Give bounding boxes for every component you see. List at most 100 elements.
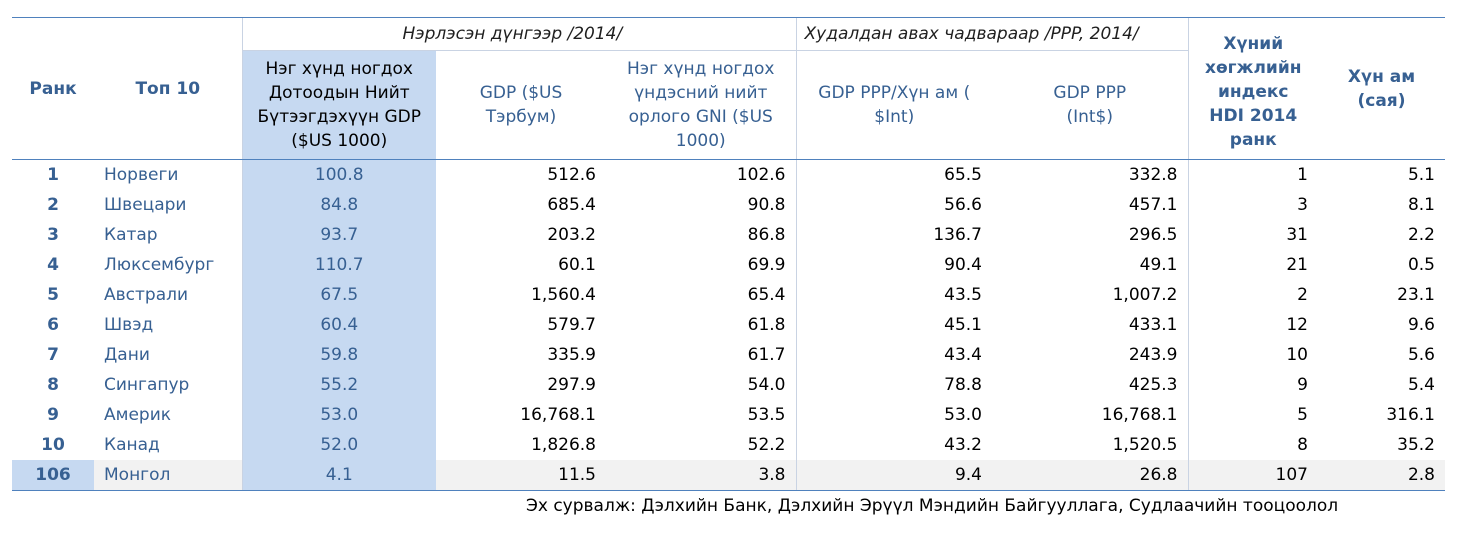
- gni-per-capita-cell: 90.8: [747, 195, 786, 215]
- gdp-per-capita-cell: 100.8: [241, 159, 436, 190]
- gdp-ppp-cell: 16,768.1: [1101, 405, 1178, 425]
- gdp-ppp-per-capita-cell: 43.4: [795, 340, 992, 370]
- gdp-ppp-cell: 243.9: [1128, 345, 1178, 365]
- population-cell: 5.6: [1407, 345, 1435, 365]
- gdp-per-capita-cell: 67.5: [241, 280, 436, 310]
- gdp-ppp-per-capita-cell: 9.4: [795, 460, 992, 491]
- gdp-ppp-per-capita-cell: 90.4: [795, 250, 992, 280]
- table-row: 1 Норвеги 100.8 512.6 102.6 65.5 332.8 1…: [12, 159, 1445, 190]
- gni-per-capita-cell: 86.8: [747, 225, 786, 245]
- table-row: 4 Люксембург 110.7 60.1 69.9 90.4 49.1 2…: [12, 250, 1445, 280]
- gdp-ppp-per-capita-cell: 136.7: [795, 220, 992, 250]
- population-header: Хүн ам (сая): [1318, 17, 1445, 160]
- country-cell: Канад: [104, 435, 160, 455]
- gdp-ppp-cell: 26.8: [992, 460, 1188, 491]
- country-cell: Люксембург: [104, 255, 215, 275]
- gdp-ppp-per-capita-cell: 43.5: [795, 280, 992, 310]
- population-cell: 8.1: [1407, 195, 1435, 215]
- gdp-ppp-cell: 1,007.2: [1112, 285, 1178, 305]
- hdi-header: Хүний хөгжлийн индекс HDI 2014 ранк: [1187, 17, 1318, 160]
- population-cell: 35.2: [1397, 435, 1435, 455]
- gni-per-capita-cell: 102.6: [736, 165, 786, 185]
- gdp-cell: 16,768.1: [520, 405, 596, 425]
- rank-cell: 5: [47, 285, 59, 305]
- gdp-ppp-header: GDP PPP (Int$): [992, 50, 1188, 160]
- gni-per-capita-cell: 53.5: [747, 405, 786, 425]
- gdp-ppp-cell: 49.1: [1139, 255, 1178, 275]
- rank-cell: 106: [12, 460, 94, 491]
- hdi-cell: 21: [1187, 250, 1318, 280]
- rank-cell: 9: [47, 405, 59, 425]
- rank-cell: 6: [47, 315, 59, 335]
- table-row: 7 Дани 59.8 335.9 61.7 43.4 243.9 10 5.6: [12, 340, 1445, 370]
- gdp-ppp-per-capita-cell: 53.0: [795, 400, 992, 430]
- table-row: 2 Швецари 84.8 685.4 90.8 56.6 457.1 3 8…: [12, 190, 1445, 220]
- gdp-cell: 579.7: [547, 315, 596, 335]
- country-cell: Америк: [104, 405, 172, 425]
- gdp-ppp-cell: 1,520.5: [1112, 435, 1178, 455]
- country-cell: Норвеги: [104, 165, 179, 185]
- country-cell: Сингапур: [104, 375, 190, 395]
- hdi-cell: 31: [1187, 220, 1318, 250]
- gni-per-capita-cell: 61.8: [747, 315, 786, 335]
- gdp-cell: 685.4: [547, 195, 596, 215]
- gdp-ppp-cell: 433.1: [1128, 315, 1178, 335]
- gdp-cell: 60.1: [558, 255, 596, 275]
- population-cell: 5.4: [1407, 375, 1435, 395]
- gdp-ppp-cell: 425.3: [1128, 375, 1178, 395]
- gni-per-capita-cell: 52.2: [747, 435, 786, 455]
- table-row: 3 Катар 93.7 203.2 86.8 136.7 296.5 31 2…: [12, 220, 1445, 250]
- population-cell: 0.5: [1407, 255, 1435, 275]
- gni-per-capita-header: Нэг хүнд ногдох үндэсний нийт орлого GNI…: [606, 50, 796, 160]
- rank-cell: 2: [47, 195, 59, 215]
- table-row: 6 Швэд 60.4 579.7 61.8 45.1 433.1 12 9.6: [12, 310, 1445, 340]
- gdp-per-capita-cell: 84.8: [241, 190, 436, 220]
- gdp-per-capita-cell: 93.7: [241, 220, 436, 250]
- rank-cell: 8: [47, 375, 59, 395]
- gdp-cell: 1,560.4: [531, 285, 596, 305]
- population-cell: 316.1: [1386, 405, 1435, 425]
- gdp-per-capita-cell: 60.4: [241, 310, 436, 340]
- gni-per-capita-cell: 54.0: [747, 375, 786, 395]
- gdp-cell: 297.9: [547, 375, 596, 395]
- gdp-ppp-cell: 296.5: [1128, 225, 1178, 245]
- hdi-cell: 8: [1187, 430, 1318, 460]
- table-row: 10 Канад 52.0 1,826.8 52.2 43.2 1,520.5 …: [12, 430, 1445, 460]
- gdp-cell: 335.9: [547, 345, 596, 365]
- group-ppp-header: Худалдан авах чадвараар /PPP, 2014/: [795, 17, 1188, 51]
- gdp-cell: 203.2: [547, 225, 596, 245]
- hdi-cell: 3: [1187, 190, 1318, 220]
- gdp-per-capita-cell: 59.8: [241, 340, 436, 370]
- gdp-cell: 1,826.8: [531, 435, 596, 455]
- hdi-cell: 5: [1187, 400, 1318, 430]
- gdp-cell: 512.6: [547, 165, 596, 185]
- gdp-per-capita-cell: 4.1: [241, 460, 436, 491]
- gdp-ppp-per-capita-header: GDP PPP/Хүн ам ( $Int): [795, 50, 992, 160]
- gdp-per-capita-cell: 110.7: [241, 250, 436, 280]
- population-cell: 2.8: [1318, 460, 1445, 491]
- table-row: 5 Австрали 67.5 1,560.4 65.4 43.5 1,007.…: [12, 280, 1445, 310]
- gdp-ppp-cell: 332.8: [1128, 165, 1178, 185]
- hdi-cell: 12: [1187, 310, 1318, 340]
- country-cell: Дани: [104, 345, 150, 365]
- ranking-table: Ранк Топ 10 Нэрлэсэн дүнгээр /2014/ Худа…: [12, 17, 1445, 491]
- population-cell: 9.6: [1407, 315, 1435, 335]
- rank-cell: 10: [41, 435, 65, 455]
- hdi-cell: 2: [1187, 280, 1318, 310]
- gdp-cell: 11.5: [436, 460, 606, 491]
- gdp-ppp-per-capita-cell: 65.5: [795, 159, 992, 190]
- rank-cell: 7: [47, 345, 59, 365]
- group-nominal-header: Нэрлэсэн дүнгээр /2014/: [241, 17, 796, 51]
- population-cell: 2.2: [1407, 225, 1435, 245]
- population-cell: 5.1: [1407, 165, 1435, 185]
- rank-cell: 1: [47, 165, 59, 185]
- hdi-cell: 107: [1187, 460, 1318, 491]
- gdp-per-capita-cell: 52.0: [241, 430, 436, 460]
- gni-per-capita-cell: 3.8: [606, 460, 796, 491]
- table-row: 9 Америк 53.0 16,768.1 53.5 53.0 16,768.…: [12, 400, 1445, 430]
- gdp-ppp-per-capita-cell: 56.6: [795, 190, 992, 220]
- population-cell: 23.1: [1397, 285, 1435, 305]
- table-row-mongolia: 106 Монгол 4.1 11.5 3.8 9.4 26.8 107 2.8: [12, 460, 1445, 491]
- gdp-ppp-cell: 457.1: [1128, 195, 1178, 215]
- hdi-cell: 10: [1187, 340, 1318, 370]
